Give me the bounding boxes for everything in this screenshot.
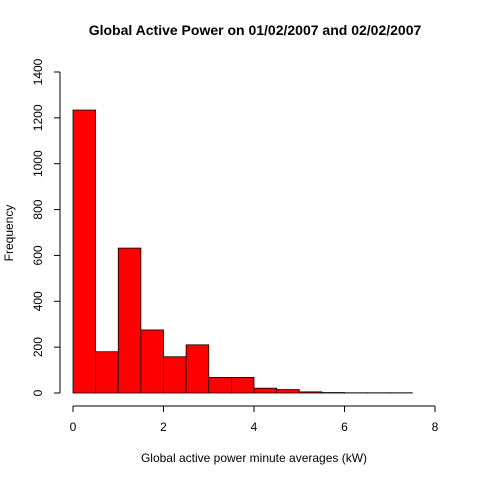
x-tick-label: 6 <box>341 420 348 434</box>
y-tick-label: 0 <box>31 389 45 396</box>
x-tick-label: 2 <box>160 420 167 434</box>
histogram-bar <box>140 329 164 394</box>
histogram-bar <box>276 389 300 394</box>
y-tick-label: 1000 <box>31 150 45 177</box>
x-tick-label: 4 <box>251 420 258 434</box>
x-tick-label: 0 <box>70 420 77 434</box>
histogram-bar <box>230 377 255 394</box>
y-tick-label: 200 <box>31 337 45 357</box>
y-tick-label: 800 <box>31 199 45 219</box>
histogram-bar <box>95 351 119 394</box>
histogram-bar <box>298 391 323 394</box>
y-tick-label: 600 <box>31 245 45 265</box>
chart-title: Global Active Power on 01/02/2007 and 02… <box>89 22 422 38</box>
x-axis: 0 2 4 6 8 <box>70 405 439 434</box>
histogram-bar <box>208 377 232 394</box>
histogram-bar <box>185 344 210 394</box>
y-tick-label: 400 <box>31 291 45 311</box>
y-axis-label: Frequency <box>2 205 16 262</box>
x-tick-label: 8 <box>432 420 439 434</box>
histogram-bar <box>117 247 142 394</box>
histogram-bar <box>163 356 187 394</box>
histogram-bar <box>72 109 97 394</box>
bars-group <box>72 109 413 394</box>
x-axis-label: Global active power minute averages (kW) <box>141 451 367 465</box>
histogram-bar <box>253 387 278 394</box>
y-tick-label: 1200 <box>31 104 45 131</box>
y-axis: 0 200 400 600 800 1000 1200 1400 <box>31 58 61 396</box>
y-tick-label: 1400 <box>31 58 45 85</box>
